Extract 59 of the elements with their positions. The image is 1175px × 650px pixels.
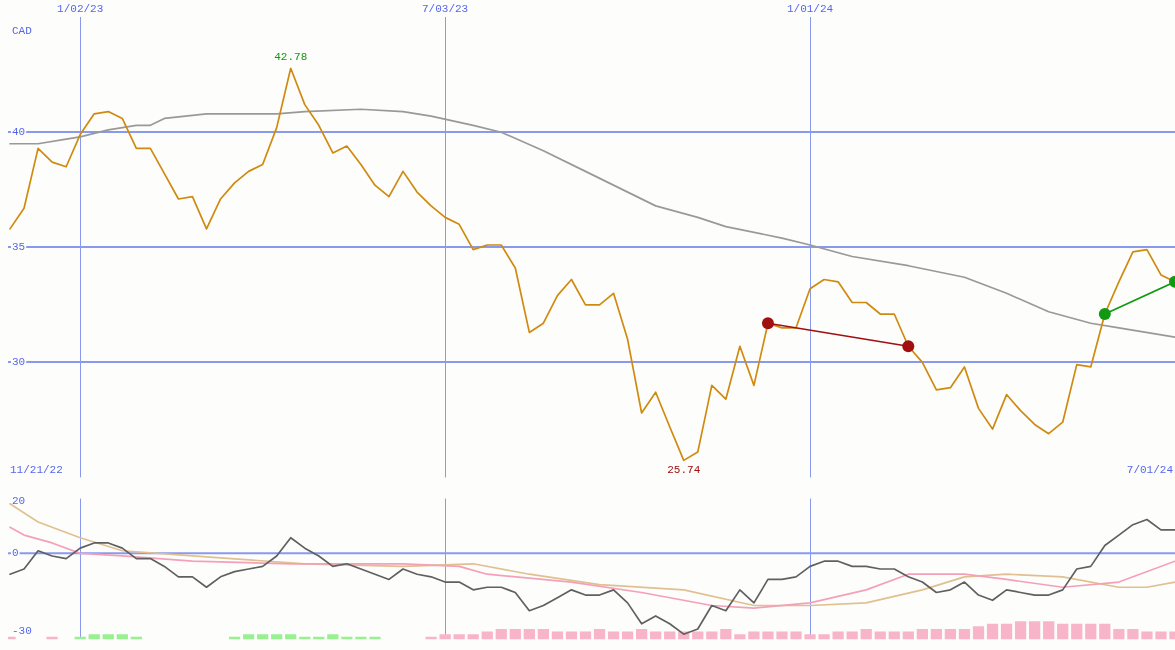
bar <box>972 626 985 640</box>
bar <box>748 631 760 640</box>
point <box>761 317 774 330</box>
bar <box>1029 621 1041 640</box>
y-tick-label: 40 <box>12 126 26 139</box>
bar <box>1085 623 1097 640</box>
annotation: 42.78 <box>274 50 308 63</box>
annotation: 7/01/24 <box>1126 463 1174 476</box>
bar <box>636 628 648 640</box>
bar <box>1057 623 1069 640</box>
bar <box>593 628 606 640</box>
bar <box>495 628 507 640</box>
bar <box>1127 628 1139 640</box>
x-tick-label: 7/03/23 <box>422 2 469 15</box>
bar <box>804 634 816 640</box>
x-tick-label: 1/02/23 <box>57 2 104 15</box>
bar <box>1141 631 1153 640</box>
annotation: 25.74 <box>667 463 701 476</box>
bar <box>453 634 465 640</box>
annotation: 11/21/22 <box>10 463 63 476</box>
bar <box>102 634 114 640</box>
bar <box>818 634 830 640</box>
bar <box>734 634 746 640</box>
y-tick-label: -30 <box>12 625 32 638</box>
bar <box>1000 623 1013 640</box>
y-tick-label: 35 <box>12 241 26 254</box>
bar <box>537 628 549 640</box>
bar <box>944 628 957 640</box>
bar <box>1099 623 1111 640</box>
bar <box>243 634 255 640</box>
bar <box>776 631 788 640</box>
bar <box>327 634 339 640</box>
bar <box>467 634 479 640</box>
y-axis-title: CAD <box>12 24 33 37</box>
bar <box>916 628 928 640</box>
bar <box>509 628 521 640</box>
y-tick-label: 20 <box>12 495 26 508</box>
bar <box>285 634 297 640</box>
bar <box>762 631 774 640</box>
bar <box>1043 621 1055 640</box>
bar <box>958 628 971 640</box>
bar <box>790 631 802 640</box>
bar <box>930 628 942 640</box>
bar <box>986 623 999 640</box>
bar <box>88 634 100 640</box>
bar <box>720 628 732 640</box>
y-tick-label: 0 <box>12 547 19 560</box>
bar <box>271 634 283 640</box>
bar <box>439 634 451 640</box>
bar <box>1113 628 1125 640</box>
x-tick-label: 1/01/24 <box>786 2 834 15</box>
bar <box>523 628 535 640</box>
bar <box>257 634 269 640</box>
bar <box>116 634 128 640</box>
bar <box>1071 623 1083 640</box>
bar <box>860 628 872 640</box>
bar <box>1014 621 1027 640</box>
y-tick-label: 30 <box>12 356 26 369</box>
point <box>902 340 915 353</box>
